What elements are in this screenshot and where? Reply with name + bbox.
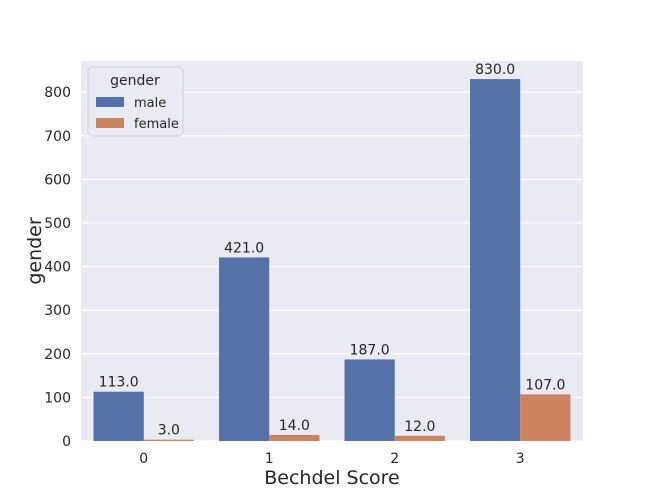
bars: [93, 79, 571, 441]
y-tick-label: 100: [44, 390, 71, 406]
y-tick-label: 600: [44, 172, 71, 188]
y-tick-label: 700: [44, 129, 71, 145]
data-label-male-2: 187.0: [350, 342, 390, 358]
bar-male-3: [470, 79, 521, 441]
legend-swatch-female: [96, 118, 124, 128]
y-axis-title: gender: [24, 217, 46, 285]
bar-female-0: [143, 439, 194, 441]
y-tick-label: 300: [44, 303, 71, 319]
bar-male-1: [219, 257, 270, 441]
bar-male-0: [93, 391, 144, 441]
data-label-female-1: 14.0: [279, 418, 310, 434]
legend-label-female: female: [134, 117, 179, 132]
legend-title: gender: [110, 73, 160, 89]
y-tick-label: 800: [44, 85, 71, 101]
data-label-male-1: 421.0: [224, 240, 264, 256]
legend-label-male: male: [134, 96, 166, 111]
data-label-female-3: 107.0: [525, 377, 565, 393]
x-tick-label: 2: [390, 451, 399, 467]
y-tick-label: 500: [44, 216, 71, 232]
x-tick-label: 3: [516, 451, 525, 467]
legend: gender male female: [87, 66, 184, 137]
y-tick-label: 200: [44, 347, 71, 363]
data-labels: 113.0 3.0 421.0 14.0 187.0 12.0 830.0 107.0: [99, 62, 566, 439]
y-tick-label: 400: [44, 260, 71, 276]
y-axis-ticks: 0 100 200 300 400 500 600 700 800: [44, 85, 71, 450]
bar-male-2: [344, 359, 395, 441]
bar-female-1: [269, 434, 320, 441]
bar-female-2: [394, 435, 445, 441]
data-label-male-0: 113.0: [99, 375, 139, 391]
legend-swatch-male: [96, 97, 124, 107]
data-label-female-2: 12.0: [404, 419, 435, 435]
x-axis-title: Bechdel Score: [264, 467, 400, 489]
data-label-female-0: 3.0: [158, 423, 180, 439]
y-tick-label: 0: [62, 434, 71, 450]
x-tick-label: 1: [265, 451, 274, 467]
x-tick-label: 0: [139, 451, 148, 467]
data-label-male-3: 830.0: [475, 62, 515, 78]
x-axis-ticks: 0 1 2 3: [139, 451, 524, 467]
bar-female-3: [520, 394, 571, 441]
